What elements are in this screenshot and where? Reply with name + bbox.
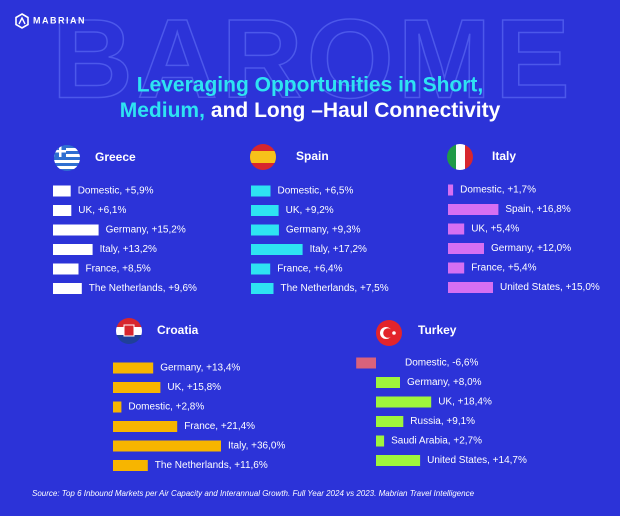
data-label: Saudi Arabia, +2,7% bbox=[391, 436, 482, 447]
bar bbox=[113, 460, 148, 471]
data-label: Domestic, -6,6% bbox=[405, 358, 478, 369]
title-line1: Leveraging Opportunities in Short, bbox=[137, 74, 484, 97]
data-label: France, +21,4% bbox=[184, 421, 255, 432]
data-label: Domestic, +1,7% bbox=[460, 185, 536, 196]
bar bbox=[251, 283, 274, 294]
bar bbox=[376, 416, 404, 427]
flag-croatia bbox=[116, 318, 142, 344]
flag-greece bbox=[54, 145, 80, 171]
bar bbox=[113, 440, 221, 452]
bar bbox=[53, 205, 72, 216]
data-label: Russia, +9,1% bbox=[410, 416, 475, 427]
data-label: The Netherlands, +9,6% bbox=[89, 283, 197, 294]
brand: MABRIAN bbox=[33, 15, 86, 25]
data-label: Germany, +12,0% bbox=[491, 243, 571, 254]
data-label: The Netherlands, +11,6% bbox=[155, 460, 268, 471]
bar bbox=[53, 263, 79, 275]
bar bbox=[376, 455, 421, 466]
data-label: Italy, +17,2% bbox=[310, 244, 367, 255]
bar bbox=[376, 435, 385, 447]
bar bbox=[356, 357, 376, 369]
data-label: France, +5,4% bbox=[471, 263, 536, 274]
chart-title: Greece bbox=[95, 150, 136, 164]
data-label: Domestic, +5,9% bbox=[78, 186, 154, 197]
bar bbox=[448, 223, 465, 235]
title-line2: Medium, and Long –Haul Connectivity bbox=[120, 99, 501, 122]
data-label: Germany, +9,3% bbox=[286, 225, 361, 236]
data-label: The Netherlands, +7,5% bbox=[281, 283, 389, 294]
data-label: United States, +15,0% bbox=[500, 282, 600, 293]
bar bbox=[448, 204, 499, 215]
bar bbox=[376, 396, 432, 408]
bar bbox=[53, 244, 93, 255]
watermark: BAROME bbox=[52, 0, 574, 122]
bar bbox=[113, 382, 161, 393]
bar bbox=[251, 205, 279, 216]
bar bbox=[448, 184, 454, 196]
data-label: France, +8,5% bbox=[86, 264, 151, 275]
data-label: Italy, +36,0% bbox=[228, 441, 285, 452]
data-label: France, +6,4% bbox=[277, 264, 342, 275]
data-label: Germany, +13,4% bbox=[160, 363, 240, 374]
title-rest: and Long –Haul Connectivity bbox=[211, 99, 501, 122]
data-label: UK, +9,2% bbox=[286, 205, 334, 216]
chart-title: Turkey bbox=[418, 323, 457, 337]
bar bbox=[376, 377, 400, 388]
chart-title: Croatia bbox=[157, 323, 199, 337]
flag-turkey bbox=[376, 320, 402, 346]
data-label: Spain, +16,8% bbox=[505, 204, 570, 215]
flag-spain bbox=[250, 144, 276, 170]
source: Source: Top 6 Inbound Markets per Air Ca… bbox=[32, 489, 475, 498]
bar bbox=[251, 263, 271, 275]
chart-title: Spain bbox=[296, 149, 329, 163]
data-label: Domestic, +6,5% bbox=[278, 186, 354, 197]
data-label: UK, +15,8% bbox=[167, 382, 221, 393]
flag-italy bbox=[447, 144, 473, 170]
data-label: United States, +14,7% bbox=[427, 455, 527, 466]
bar bbox=[113, 362, 154, 374]
bar bbox=[448, 243, 484, 254]
data-label: UK, +6,1% bbox=[78, 205, 126, 216]
data-label: Italy, +13,2% bbox=[100, 244, 157, 255]
data-label: Germany, +15,2% bbox=[106, 225, 186, 236]
bar bbox=[53, 224, 99, 236]
bar bbox=[251, 224, 279, 236]
bar bbox=[251, 244, 303, 255]
data-label: UK, +18,4% bbox=[438, 397, 492, 408]
bar bbox=[113, 421, 178, 432]
data-label: Germany, +8,0% bbox=[407, 377, 482, 388]
bar bbox=[113, 401, 122, 413]
bar bbox=[251, 185, 271, 197]
chart-title: Italy bbox=[492, 149, 516, 163]
bar bbox=[448, 262, 465, 274]
data-label: UK, +5,4% bbox=[471, 224, 519, 235]
bar bbox=[448, 282, 493, 293]
data-label: Domestic, +2,8% bbox=[128, 402, 204, 413]
bar bbox=[53, 185, 71, 197]
title-highlight: Medium, bbox=[120, 99, 205, 122]
bar bbox=[53, 283, 82, 294]
logo-icon bbox=[15, 13, 29, 29]
